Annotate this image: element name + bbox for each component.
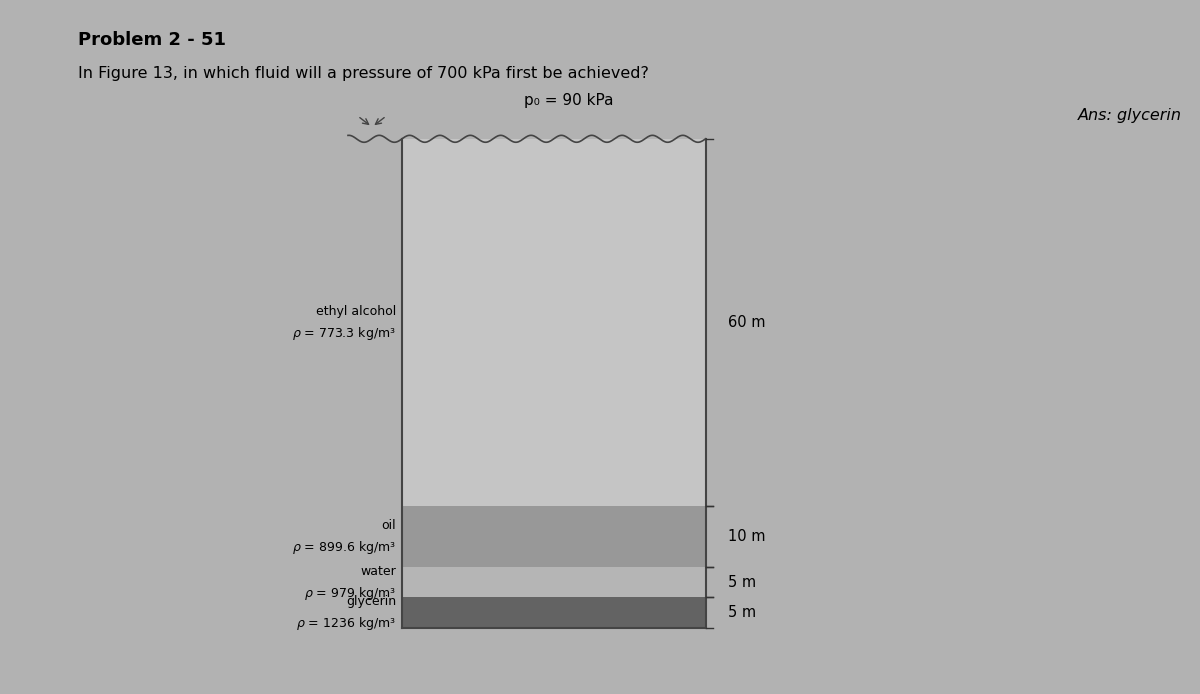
Text: Ans: glycerin: Ans: glycerin <box>1078 108 1182 123</box>
Text: glycerin: glycerin <box>346 595 396 608</box>
Bar <box>402 506 706 567</box>
Bar <box>402 567 706 598</box>
Text: oil: oil <box>382 518 396 532</box>
Text: ethyl alcohol: ethyl alcohol <box>316 305 396 318</box>
Text: $\rho$ = 773.3 kg/m³: $\rho$ = 773.3 kg/m³ <box>293 325 396 342</box>
Text: 10 m: 10 m <box>728 529 766 544</box>
Text: 5 m: 5 m <box>728 605 756 620</box>
Text: $\rho$ = 899.6 kg/m³: $\rho$ = 899.6 kg/m³ <box>292 539 396 556</box>
Bar <box>402 598 706 628</box>
Text: $\rho$ = 1236 kg/m³: $\rho$ = 1236 kg/m³ <box>296 616 396 632</box>
Text: $\rho$ = 979 kg/m³: $\rho$ = 979 kg/m³ <box>304 585 396 602</box>
Text: Problem 2 - 51: Problem 2 - 51 <box>78 31 226 49</box>
Bar <box>402 139 706 506</box>
Text: p₀ = 90 kPa: p₀ = 90 kPa <box>524 92 613 108</box>
Text: In Figure 13, in which fluid will a pressure of 700 kPa first be achieved?: In Figure 13, in which fluid will a pres… <box>78 66 649 81</box>
Text: 60 m: 60 m <box>728 315 766 330</box>
Text: 5 m: 5 m <box>728 575 756 590</box>
Text: water: water <box>360 565 396 577</box>
